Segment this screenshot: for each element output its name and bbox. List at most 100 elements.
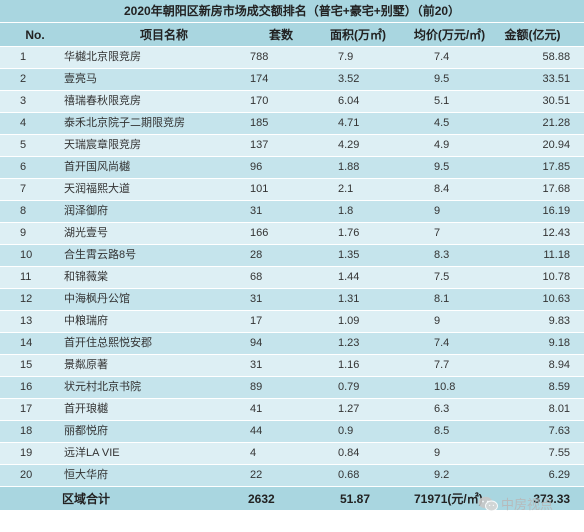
header-avg-price: 均价(万元/㎡) (396, 22, 489, 47)
cell-no: 20 (0, 464, 52, 487)
cell-project-name: 和锦薇棠 (52, 266, 228, 289)
header-amount: 金额(亿元) (489, 22, 584, 47)
cell-avg-price: 8.4 (396, 178, 489, 201)
cell-no: 19 (0, 442, 52, 465)
cell-no: 15 (0, 354, 52, 377)
cell-no: 14 (0, 332, 52, 355)
cell-project-name: 湖光壹号 (52, 222, 228, 245)
table-row: 4 泰禾北京院子二期限竞房 185 4.71 4.5 21.28 (0, 112, 584, 135)
cell-project-name: 丽都悦府 (52, 420, 228, 443)
table-row: 17 首开琅樾 41 1.27 6.3 8.01 (0, 398, 584, 421)
cell-no: 7 (0, 178, 52, 201)
table-row: 12 中海枫丹公馆 31 1.31 8.1 10.63 (0, 288, 584, 311)
cell-units: 28 (228, 244, 312, 267)
cell-area: 1.27 (312, 398, 396, 421)
cell-amount: 7.63 (489, 420, 584, 443)
cell-project-name: 润泽御府 (52, 200, 228, 223)
table-row: 15 景粼原著 31 1.16 7.7 8.94 (0, 354, 584, 377)
cell-project-name: 首开琅樾 (52, 398, 228, 421)
cell-units: 788 (228, 46, 312, 69)
cell-units: 31 (228, 354, 312, 377)
cell-avg-price: 9.5 (396, 68, 489, 91)
table-row: 6 首开国风尚樾 96 1.88 9.5 17.85 (0, 156, 584, 179)
cell-project-name: 景粼原著 (52, 354, 228, 377)
table-row: 2 壹亮马 174 3.52 9.5 33.51 (0, 68, 584, 91)
cell-amount: 9.83 (489, 310, 584, 333)
cell-project-name: 合生霄云路8号 (52, 244, 228, 267)
cell-units: 94 (228, 332, 312, 355)
cell-units: 17 (228, 310, 312, 333)
cell-project-name: 泰禾北京院子二期限竞房 (52, 112, 228, 135)
header-units: 套数 (228, 22, 312, 47)
cell-area: 0.68 (312, 464, 396, 487)
cell-area: 1.88 (312, 156, 396, 179)
cell-no: 16 (0, 376, 52, 399)
cell-no: 6 (0, 156, 52, 179)
cell-no: 12 (0, 288, 52, 311)
table-row: 19 远洋LA VIE 4 0.84 9 7.55 (0, 442, 584, 465)
total-avg-price: 71971(元/㎡) (396, 486, 489, 511)
cell-avg-price: 5.1 (396, 90, 489, 113)
table-row: 20 恒大华府 22 0.68 9.2 6.29 (0, 464, 584, 487)
table-body: 1 华樾北京限竞房 788 7.9 7.4 58.88 2 壹亮马 174 3.52 9.5 33.5… (0, 46, 584, 487)
cell-avg-price: 10.8 (396, 376, 489, 399)
cell-units: 174 (228, 68, 312, 91)
header-project-name: 项目名称 (52, 22, 228, 47)
cell-amount: 6.29 (489, 464, 584, 487)
total-amount: 373.33 (489, 486, 584, 511)
cell-amount: 17.68 (489, 178, 584, 201)
cell-amount: 11.18 (489, 244, 584, 267)
total-units: 2632 (228, 486, 312, 511)
cell-amount: 8.01 (489, 398, 584, 421)
cell-project-name: 恒大华府 (52, 464, 228, 487)
cell-no: 5 (0, 134, 52, 157)
cell-area: 1.35 (312, 244, 396, 267)
cell-avg-price: 7.4 (396, 46, 489, 69)
table-row: 10 合生霄云路8号 28 1.35 8.3 11.18 (0, 244, 584, 267)
cell-project-name: 远洋LA VIE (52, 442, 228, 465)
cell-units: 89 (228, 376, 312, 399)
cell-avg-price: 4.5 (396, 112, 489, 135)
cell-avg-price: 8.5 (396, 420, 489, 443)
cell-area: 1.44 (312, 266, 396, 289)
cell-area: 0.9 (312, 420, 396, 443)
cell-project-name: 天瑞宸章限竞房 (52, 134, 228, 157)
table-row: 16 状元村北京书院 89 0.79 10.8 8.59 (0, 376, 584, 399)
cell-amount: 10.63 (489, 288, 584, 311)
cell-amount: 30.51 (489, 90, 584, 113)
table-row: 7 天润福熙大道 101 2.1 8.4 17.68 (0, 178, 584, 201)
cell-avg-price: 8.3 (396, 244, 489, 267)
total-label: 区域合计 (52, 486, 228, 511)
cell-units: 4 (228, 442, 312, 465)
cell-units: 22 (228, 464, 312, 487)
cell-no: 8 (0, 200, 52, 223)
cell-area: 1.31 (312, 288, 396, 311)
cell-area: 0.79 (312, 376, 396, 399)
table-row: 1 华樾北京限竞房 788 7.9 7.4 58.88 (0, 46, 584, 69)
table-row: 8 润泽御府 31 1.8 9 16.19 (0, 200, 584, 223)
cell-area: 3.52 (312, 68, 396, 91)
total-no (0, 486, 52, 511)
cell-amount: 17.85 (489, 156, 584, 179)
cell-amount: 10.78 (489, 266, 584, 289)
cell-amount: 9.18 (489, 332, 584, 355)
cell-units: 170 (228, 90, 312, 113)
cell-no: 9 (0, 222, 52, 245)
cell-units: 41 (228, 398, 312, 421)
table-row: 11 和锦薇棠 68 1.44 7.5 10.78 (0, 266, 584, 289)
cell-units: 31 (228, 288, 312, 311)
table-row: 14 首开住总熙悦安郡 94 1.23 7.4 9.18 (0, 332, 584, 355)
cell-avg-price: 7 (396, 222, 489, 245)
table-row: 5 天瑞宸章限竞房 137 4.29 4.9 20.94 (0, 134, 584, 157)
header-area: 面积(万㎡) (312, 22, 396, 47)
total-area: 51.87 (312, 486, 396, 511)
cell-no: 18 (0, 420, 52, 443)
table-row: 9 湖光壹号 166 1.76 7 12.43 (0, 222, 584, 245)
cell-area: 1.76 (312, 222, 396, 245)
cell-area: 0.84 (312, 442, 396, 465)
cell-avg-price: 7.7 (396, 354, 489, 377)
cell-area: 6.04 (312, 90, 396, 113)
table-row: 18 丽都悦府 44 0.9 8.5 7.63 (0, 420, 584, 443)
cell-amount: 58.88 (489, 46, 584, 69)
